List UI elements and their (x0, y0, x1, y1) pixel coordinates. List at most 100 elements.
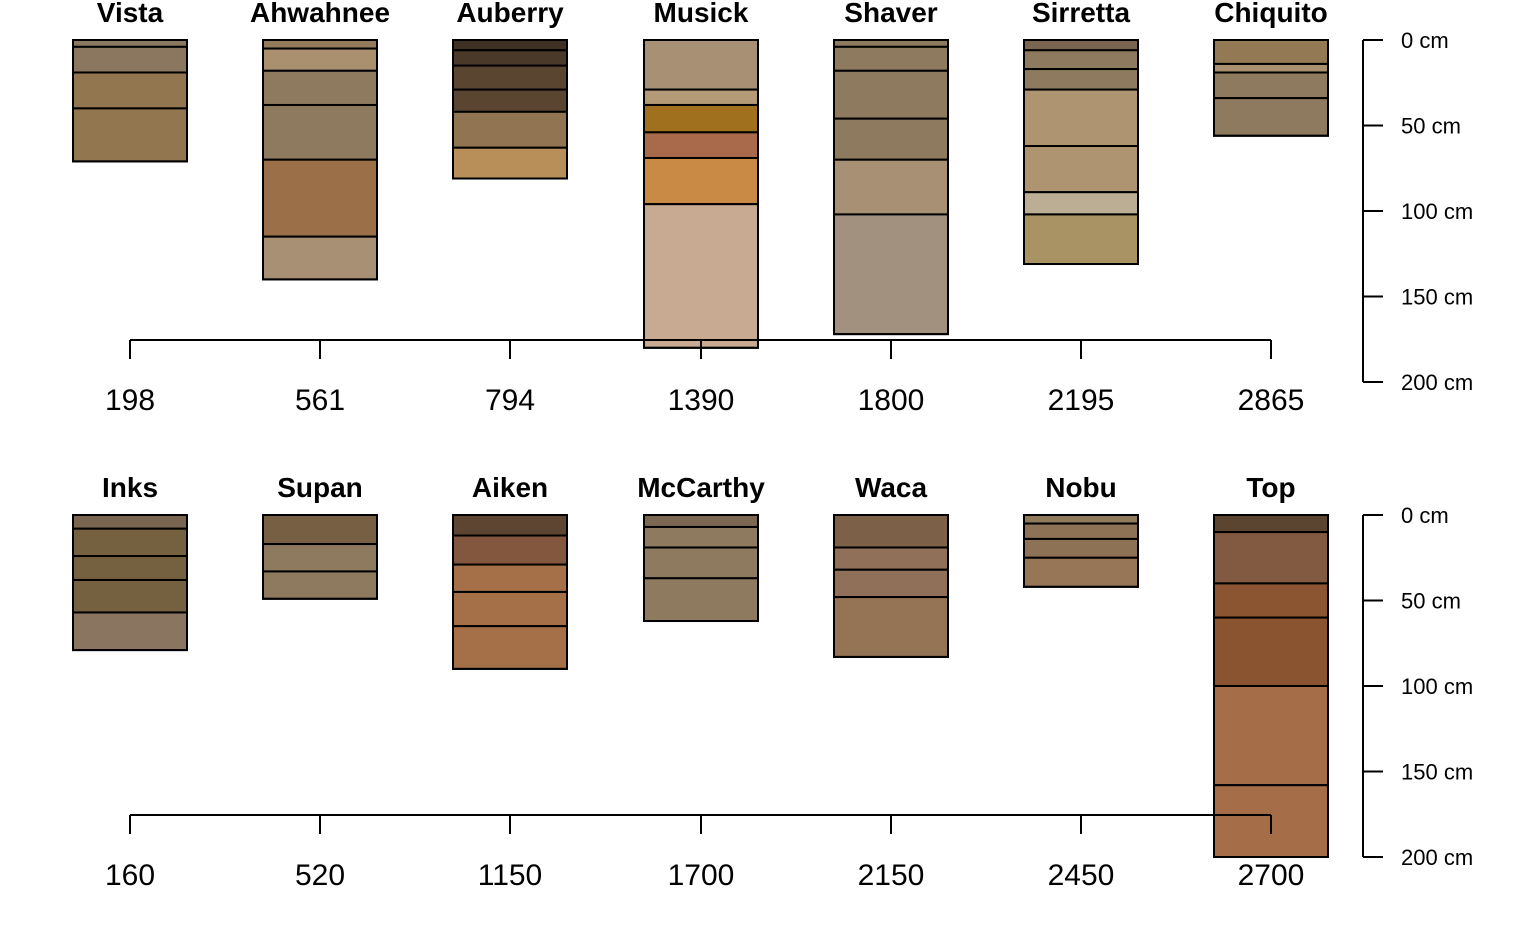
soil-horizon (643, 156, 759, 206)
soil-profile-nobu: Nobu (1023, 472, 1139, 588)
profile-name-label: Waca (855, 472, 928, 503)
x-tick-label: 198 (105, 384, 155, 417)
profile-outline (643, 514, 759, 623)
profile-name-label: McCarthy (637, 472, 765, 503)
depth-tick-label: 50 cm (1401, 114, 1461, 139)
profile-outline (452, 514, 568, 670)
x-tick-label: 2700 (1238, 859, 1305, 892)
soil-horizon (262, 39, 378, 50)
depth-tick-label: 150 cm (1401, 760, 1473, 785)
soil-horizon (833, 596, 949, 658)
soil-horizon (833, 568, 949, 599)
soil-horizon (1213, 616, 1329, 687)
depth-axis: 0 cm 50 cm 100 cm 150 cm 200 cm (1362, 28, 1473, 395)
profile-panel-1: Vista Ahwahnee Auberry Musick Shaver Sirretta… (72, 0, 1473, 417)
soil-horizon (452, 563, 568, 593)
soil-horizon (262, 103, 378, 161)
x-tick-label: 1390 (668, 384, 735, 417)
x-tick-label: 2195 (1048, 384, 1115, 417)
depth-tick-label: 0 cm (1401, 503, 1449, 528)
soil-profile-vista: Vista (72, 0, 188, 163)
soil-profile-inks: Inks (72, 472, 188, 652)
soil-horizon (1213, 62, 1329, 74)
soil-profile-top: Top (1213, 472, 1329, 858)
x-tick-label: 794 (485, 384, 535, 417)
soil-horizon (262, 514, 378, 546)
profile-name-label: Supan (277, 472, 363, 503)
depth-axis: 0 cm 50 cm 100 cm 150 cm 200 cm (1362, 503, 1473, 870)
profile-name-label: Vista (97, 0, 164, 28)
soil-horizon (452, 146, 568, 180)
soil-horizon (452, 625, 568, 670)
x-tick-label: 2450 (1048, 859, 1115, 892)
soil-horizon (643, 39, 759, 91)
x-axis: 160 520 1150 1700 2150 2450 2700 (105, 814, 1305, 892)
soil-horizon (643, 525, 759, 549)
soil-horizon (262, 69, 378, 106)
soil-horizon (1023, 191, 1139, 216)
profile-name-label: Sirretta (1032, 0, 1130, 28)
soil-horizon (1023, 39, 1139, 52)
soil-horizon (1023, 213, 1139, 266)
soil-horizon (1023, 88, 1139, 148)
depth-tick-label: 200 cm (1401, 845, 1473, 870)
depth-tick-label: 100 cm (1401, 199, 1473, 224)
soil-horizon (1023, 49, 1139, 71)
soil-horizon (452, 88, 568, 113)
profile-outline (262, 514, 378, 600)
soil-horizon (72, 45, 188, 74)
x-tick-label: 561 (295, 384, 345, 417)
soil-horizon (1023, 145, 1139, 194)
x-axis: 198 561 794 1390 1800 2195 2865 (105, 339, 1305, 417)
soil-horizon (1213, 531, 1329, 585)
soil-horizon (72, 71, 188, 110)
soil-horizon (72, 578, 188, 614)
soil-horizon (833, 514, 949, 549)
soil-horizon (643, 514, 759, 528)
depth-tick-label: 50 cm (1401, 589, 1461, 614)
soil-profile-aiken: Aiken (452, 472, 568, 670)
soil-horizon (1023, 522, 1139, 540)
soil-horizon (452, 534, 568, 566)
soil-profile-shaver: Shaver (833, 0, 949, 336)
soil-profile-supan: Supan (262, 472, 378, 600)
soil-horizon (452, 39, 568, 52)
soil-profile-mccarthy: McCarthy (637, 472, 765, 623)
depth-tick-label: 0 cm (1401, 28, 1449, 53)
soil-horizon (72, 107, 188, 163)
x-tick-label: 1150 (478, 859, 543, 892)
soil-horizon (262, 235, 378, 281)
soil-horizon (262, 47, 378, 72)
soil-horizon (452, 514, 568, 537)
soil-horizon (833, 546, 949, 571)
soil-horizon (1213, 514, 1329, 534)
profile-name-label: Ahwahnee (250, 0, 390, 28)
soil-horizon (72, 514, 188, 530)
profile-outline (262, 39, 378, 281)
soil-horizon (262, 158, 378, 238)
soil-horizon (1023, 537, 1139, 559)
soil-profile-auberry: Auberry (452, 0, 568, 180)
soil-horizon (452, 64, 568, 91)
profile-name-label: Musick (654, 0, 749, 28)
soil-profile-sirretta: Sirretta (1023, 0, 1139, 266)
soil-horizon (1023, 68, 1139, 91)
x-tick-label: 520 (295, 859, 345, 892)
soil-horizon (833, 69, 949, 120)
profile-outline (1023, 514, 1139, 588)
x-tick-label: 2865 (1238, 384, 1305, 417)
profile-name-label: Aiken (472, 472, 548, 503)
soil-horizon (833, 45, 949, 72)
soil-profile-musick: Musick (643, 0, 759, 349)
profile-name-label: Shaver (844, 0, 937, 28)
profile-outline (1213, 39, 1329, 137)
x-tick-label: 1700 (668, 859, 735, 892)
soil-horizon (1023, 556, 1139, 588)
soil-horizon (833, 39, 949, 48)
soil-horizon (262, 570, 378, 600)
soil-horizon (452, 49, 568, 67)
soil-horizon (643, 131, 759, 159)
soil-horizon (72, 611, 188, 652)
